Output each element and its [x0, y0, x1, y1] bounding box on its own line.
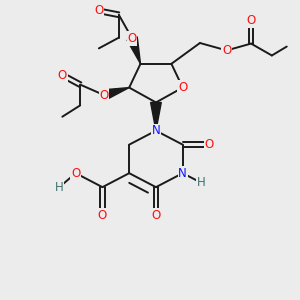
Text: O: O — [58, 69, 67, 82]
Text: N: N — [178, 167, 187, 180]
Text: O: O — [222, 44, 231, 57]
Text: H: H — [197, 176, 206, 189]
Text: H: H — [55, 181, 64, 194]
Text: O: O — [178, 81, 187, 94]
Polygon shape — [151, 102, 161, 131]
Polygon shape — [127, 37, 140, 64]
Text: O: O — [246, 14, 256, 27]
Text: O: O — [98, 209, 107, 222]
Text: O: O — [99, 88, 109, 101]
Text: O: O — [128, 32, 137, 45]
Text: O: O — [71, 167, 80, 180]
Text: O: O — [205, 138, 214, 151]
Text: N: N — [152, 124, 160, 137]
Text: O: O — [151, 209, 160, 222]
Text: O: O — [94, 4, 104, 17]
Polygon shape — [102, 88, 129, 100]
